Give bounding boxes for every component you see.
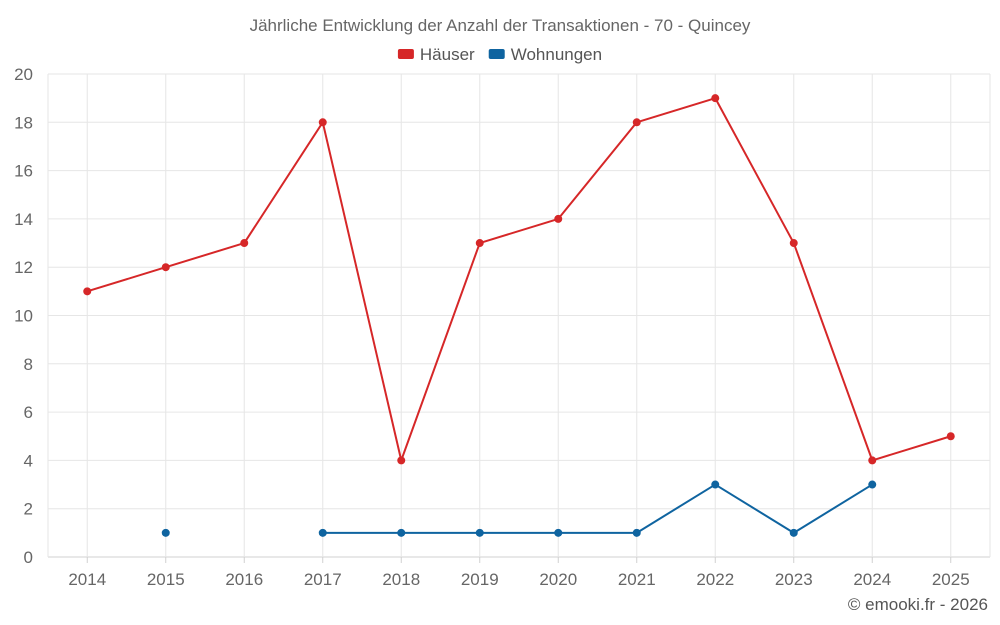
x-tick-label: 2016 (225, 570, 263, 589)
data-point[interactable] (397, 456, 406, 465)
y-tick-label: 0 (24, 548, 33, 567)
x-tick-label: 2023 (775, 570, 813, 589)
data-point[interactable] (318, 528, 327, 537)
x-tick-label: 2022 (696, 570, 734, 589)
data-point[interactable] (161, 528, 170, 537)
y-tick-label: 6 (24, 403, 33, 422)
y-tick-label: 4 (24, 451, 33, 470)
x-axis: 2014 2015 2016 2017 2018 2019 2020 2021 2022 2023… (68, 557, 970, 589)
y-tick-label: 12 (14, 258, 33, 277)
data-point[interactable] (554, 214, 563, 223)
series-line (322, 483, 873, 534)
data-point[interactable] (554, 528, 563, 537)
data-point[interactable] (868, 456, 877, 465)
series-2 (161, 480, 877, 537)
y-tick-label: 2 (24, 500, 33, 519)
legend-item-2[interactable]: Wohnungen (488, 45, 602, 64)
data-point[interactable] (475, 239, 484, 248)
data-point[interactable] (711, 94, 720, 103)
x-tick-label: 2015 (147, 570, 185, 589)
y-tick-label: 14 (14, 210, 33, 229)
data-point[interactable] (711, 480, 720, 489)
data-point[interactable] (632, 118, 641, 127)
data-point[interactable] (632, 528, 641, 537)
x-tick-label: 2024 (853, 570, 891, 589)
credit-text: © emooki.fr - 2026 (848, 595, 988, 614)
series-line (86, 97, 952, 462)
x-tick-label: 2020 (539, 570, 577, 589)
data-point[interactable] (83, 287, 92, 296)
legend-item-1[interactable]: Häuser (397, 45, 475, 64)
legend: Häuser Wohnungen (397, 45, 602, 64)
y-tick-label: 8 (24, 355, 33, 374)
series-layer (83, 94, 955, 537)
legend-label: Häuser (420, 45, 475, 64)
chart-title: Jährliche Entwicklung der Anzahl der Tra… (250, 16, 751, 35)
data-point[interactable] (318, 118, 327, 127)
x-tick-label: 2025 (932, 570, 970, 589)
data-point[interactable] (946, 432, 955, 441)
data-point[interactable] (397, 528, 406, 537)
x-tick-label: 2018 (382, 570, 420, 589)
x-tick-label: 2019 (461, 570, 499, 589)
data-point[interactable] (868, 480, 877, 489)
data-point[interactable] (240, 239, 249, 248)
y-tick-label: 20 (14, 65, 33, 84)
data-point[interactable] (789, 239, 798, 248)
data-point[interactable] (789, 528, 798, 537)
y-tick-label: 18 (14, 113, 33, 132)
data-point[interactable] (161, 263, 170, 272)
x-tick-label: 2014 (68, 570, 106, 589)
series-1 (83, 94, 955, 465)
y-tick-label: 16 (14, 162, 33, 181)
x-tick-label: 2021 (618, 570, 656, 589)
data-point[interactable] (475, 528, 484, 537)
legend-swatch (488, 49, 505, 59)
legend-swatch (397, 49, 414, 59)
grid (47, 73, 991, 558)
legend-label: Wohnungen (511, 45, 602, 64)
x-tick-label: 2017 (304, 570, 342, 589)
y-tick-label: 10 (14, 307, 33, 326)
y-axis: 0 2 4 6 8 10 12 14 16 18 20 (14, 65, 33, 567)
